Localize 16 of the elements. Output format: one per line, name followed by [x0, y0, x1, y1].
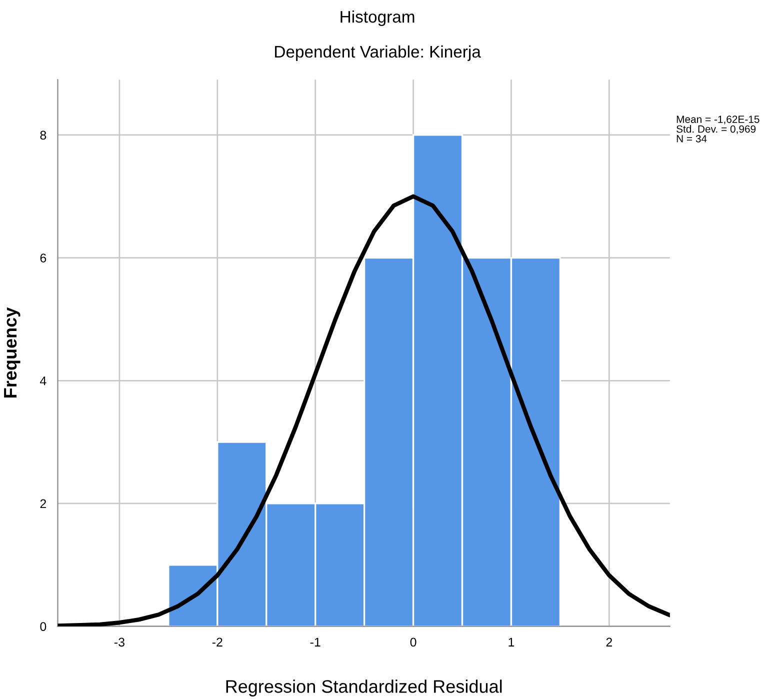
y-tick-label: 6 — [40, 254, 46, 262]
x-tick-label: 0 — [410, 638, 416, 647]
y-tick-label: 2 — [40, 499, 46, 508]
x-tick-label: -1 — [310, 638, 320, 646]
chart-subtitle: Dependent Variable: Kinerja — [275, 45, 481, 61]
x-tick-label: 1 — [508, 638, 514, 646]
x-tick-label: -3 — [114, 638, 124, 647]
text: Mean = -1,62E-15 Std. Dev. = 0,969 N = 34 — [676, 116, 760, 142]
x-axis-title: Regression Standardized Residual — [226, 680, 502, 696]
y-tick-label: 0 — [40, 622, 46, 631]
y-tick-label: 4 — [40, 376, 46, 386]
chart-title: Histogram — [340, 10, 414, 26]
x-tick-label: 2 — [606, 638, 612, 646]
y-axis-title: Frequency — [4, 307, 20, 398]
x-tick-label: -2 — [212, 638, 222, 646]
y-tick-label: 8 — [40, 130, 46, 140]
